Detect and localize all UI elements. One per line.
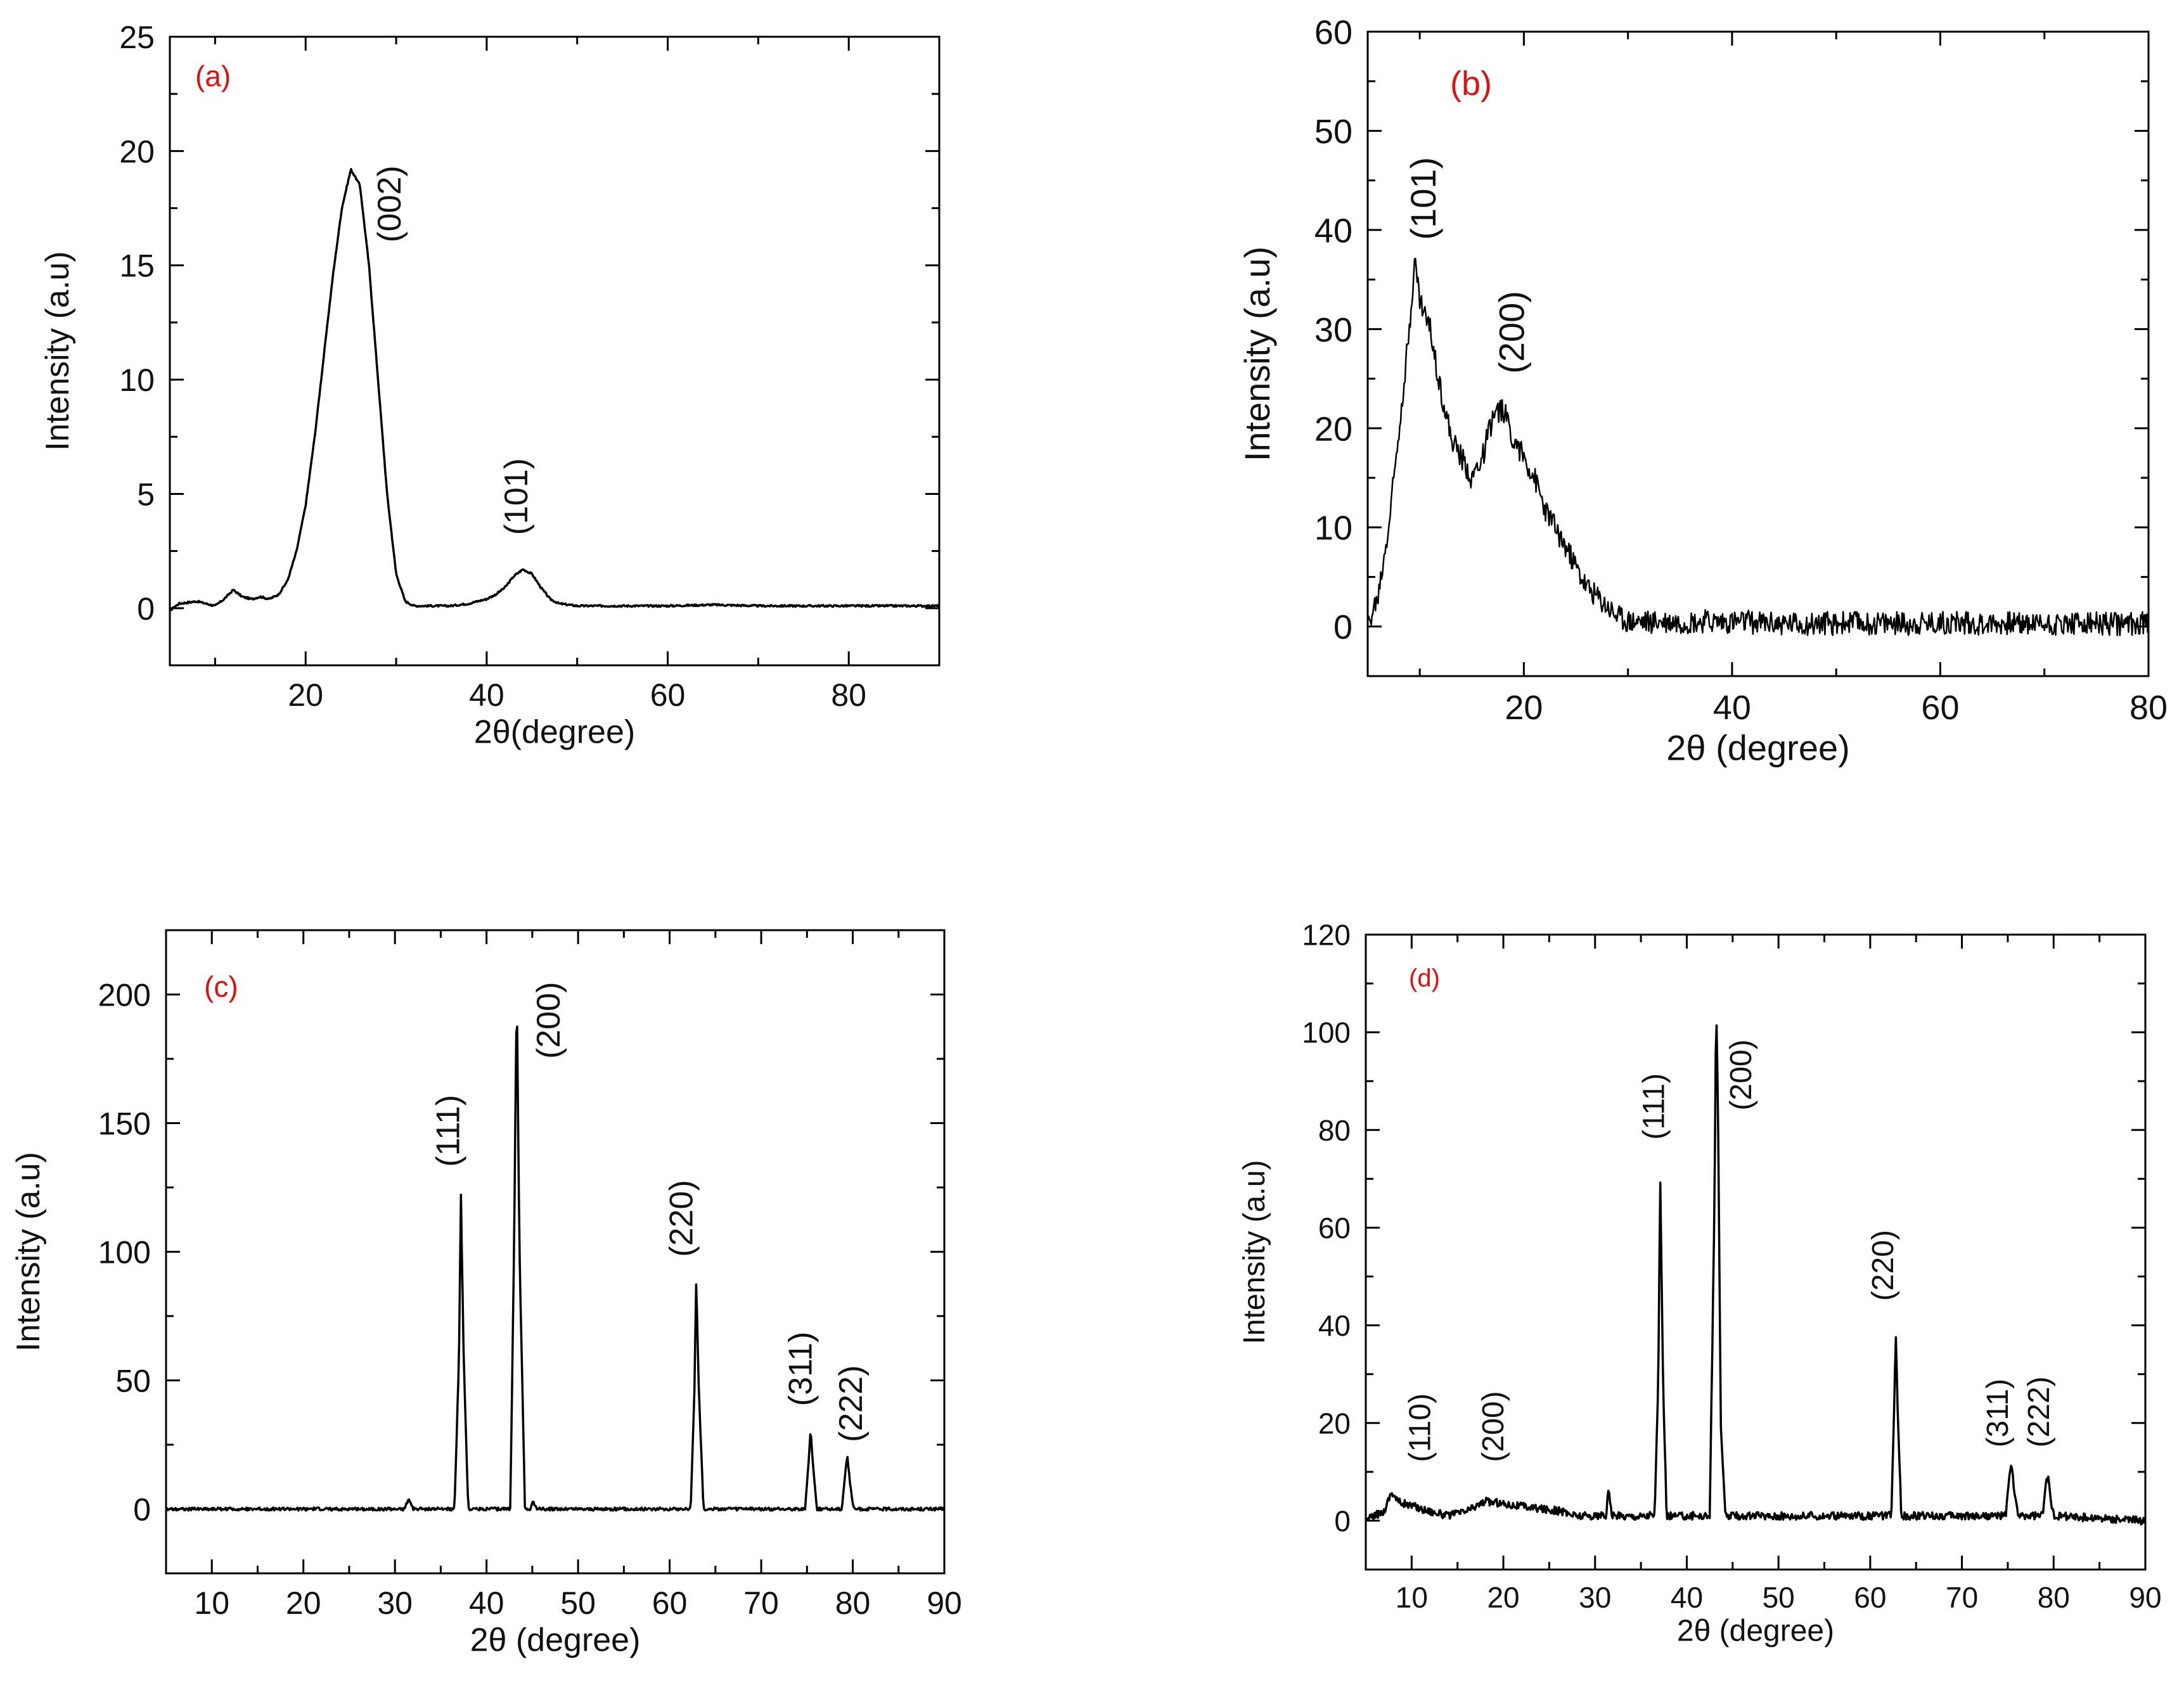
y-tick-label: 100: [98, 1235, 151, 1270]
panel-tag: (c): [204, 970, 238, 1003]
y-tick-label: 0: [137, 591, 155, 627]
peak-label: (220): [1866, 1230, 1900, 1301]
panel-tag: (b): [1450, 65, 1492, 103]
x-tick-label: 80: [2129, 689, 2168, 727]
y-tick-label: 0: [1334, 1504, 1351, 1537]
peak-label: (110): [1403, 1393, 1437, 1462]
plot-frame: [1366, 30, 2150, 677]
x-tick-label: 30: [1579, 1581, 1611, 1614]
peak-label: (101): [1403, 157, 1443, 240]
y-tick-label: 20: [1314, 410, 1352, 448]
x-axis-title: 2θ (degree): [1666, 727, 1850, 767]
chart-panel-d: 10 20 30 40 50 60 70 80 90 0 20 40 60 80 100 120 2θ (deg…: [1238, 919, 2162, 1648]
peak-label: (222): [2022, 1376, 2056, 1447]
y-axis-title: Intensity (a.u): [1238, 1160, 1271, 1345]
panel-tag: (a): [195, 60, 231, 93]
y-tick-label: 200: [98, 978, 151, 1013]
x-tick-label: 20: [288, 677, 323, 713]
y-tick-label: 0: [1333, 608, 1352, 646]
y-tick-label: 80: [1318, 1114, 1351, 1147]
y-tick-label: 60: [1318, 1212, 1351, 1244]
y-tick-label: 20: [1318, 1407, 1351, 1440]
xrd-trace: [165, 1025, 945, 1512]
peak-label: (002): [371, 165, 408, 242]
y-tick-label: 5: [137, 477, 155, 512]
y-tick-label: 150: [98, 1106, 151, 1142]
x-tick-label: 60: [1854, 1581, 1886, 1614]
y-tick-label: 25: [119, 20, 155, 55]
peak-label: (200): [530, 982, 567, 1059]
y-tick-label: 60: [1314, 13, 1352, 51]
panel-tag: (d): [1409, 964, 1440, 992]
y-tick-label: 50: [115, 1364, 151, 1399]
peak-label: (311): [1981, 1379, 2015, 1448]
y-axis-title: Intensity (a.u): [10, 1152, 47, 1352]
plot-frame: [1365, 933, 2147, 1571]
x-tick-label: 60: [652, 1585, 688, 1621]
x-tick-label: 40: [1713, 689, 1751, 727]
plot-frame: [169, 35, 941, 667]
x-axis-title: 2θ(degree): [474, 714, 635, 751]
y-tick-label: 50: [1314, 113, 1352, 151]
xrd-trace: [169, 168, 941, 611]
x-tick-label: 40: [469, 1585, 504, 1621]
y-tick-label: 15: [119, 248, 155, 284]
peak-label: (101): [498, 458, 535, 535]
x-tick-label: 60: [1921, 689, 1959, 727]
peak-label: (200): [1491, 291, 1531, 374]
x-tick-label: 60: [650, 677, 686, 713]
y-tick-label: 40: [1314, 212, 1352, 250]
y-tick-label: 20: [119, 134, 155, 169]
y-tick-label: 100: [1302, 1016, 1351, 1049]
x-tick-label: 90: [927, 1585, 962, 1621]
x-tick-label: 40: [469, 677, 504, 713]
x-tick-label: 70: [1946, 1581, 1978, 1614]
y-tick-label: 30: [1314, 311, 1352, 349]
x-tick-label: 20: [286, 1585, 321, 1621]
x-tick-label: 80: [2038, 1581, 2070, 1614]
xrd-trace: [1366, 257, 2150, 637]
x-axis-title: 2θ (degree): [470, 1622, 641, 1659]
x-tick-label: 30: [377, 1585, 413, 1621]
peak-label: (222): [833, 1366, 870, 1442]
chart-panel-b: 20 40 60 80 0 10 20 30 40 50 60 2θ (degree) Intensit…: [1237, 13, 2168, 767]
x-tick-label: 20: [1487, 1581, 1519, 1614]
x-tick-label: 20: [1505, 689, 1543, 727]
x-tick-label: 90: [2129, 1581, 2161, 1614]
peak-label: (220): [664, 1180, 700, 1257]
xrd-trace: [1365, 1024, 2147, 1526]
y-tick-label: 40: [1318, 1309, 1351, 1342]
x-tick-label: 10: [194, 1585, 229, 1621]
y-axis-title: Intensity (a.u): [39, 251, 76, 451]
x-tick-label: 70: [743, 1585, 779, 1621]
y-tick-label: 120: [1302, 919, 1351, 952]
x-tick-label: 10: [1396, 1581, 1428, 1614]
x-tick-label: 50: [1763, 1581, 1795, 1614]
peak-label: (200): [1725, 1039, 1758, 1110]
peak-label: (111): [430, 1095, 466, 1167]
x-axis-title: 2θ (degree): [1677, 1615, 1834, 1648]
x-tick-label: 40: [1671, 1581, 1703, 1614]
y-axis-title: Intensity (a.u): [1237, 246, 1277, 461]
chart-panel-a: 20 40 60 80 0 5 10 15 20 25 2θ(degree) Intensity (a…: [39, 20, 941, 751]
x-tick-label: 80: [835, 1585, 871, 1621]
x-tick-label: 50: [560, 1585, 596, 1621]
y-tick-label: 10: [119, 362, 155, 398]
peak-label: (111): [1637, 1073, 1671, 1140]
y-tick-label: 10: [1314, 509, 1352, 547]
chart-panel-c: 10 20 30 40 50 60 70 80 90 0 50 100 150 200 2θ (degree…: [10, 929, 962, 1659]
y-tick-label: 0: [133, 1492, 151, 1528]
x-tick-label: 80: [831, 677, 866, 713]
peak-label: (311): [783, 1332, 819, 1407]
peak-label: (200): [1477, 1391, 1510, 1462]
